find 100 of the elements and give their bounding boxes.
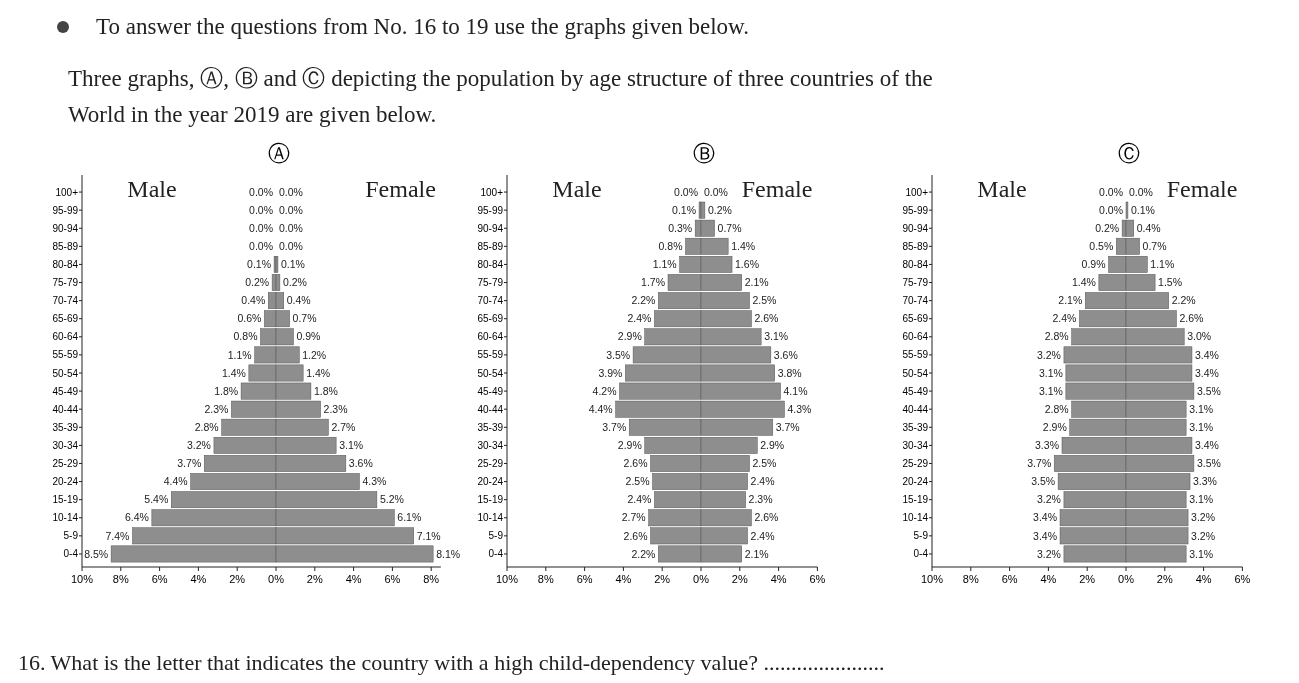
y-tick-label: 80-84: [902, 258, 929, 270]
data-label: 0.1%: [280, 258, 305, 271]
data-label: 8.5%: [84, 547, 109, 560]
data-label: 0.0%: [674, 185, 698, 198]
data-label: 0.2%: [707, 203, 732, 216]
data-label: 3.3%: [1035, 439, 1059, 452]
y-tick-label: 30-34: [477, 439, 504, 451]
data-label: 2.7%: [331, 420, 356, 433]
data-label: 0.4%: [286, 294, 311, 307]
data-label: 0.4%: [241, 294, 266, 307]
data-label: 3.0%: [1187, 330, 1212, 343]
data-label: 2.8%: [1044, 402, 1069, 415]
x-tick-label: 4%: [770, 573, 787, 585]
y-tick-label: 0-4: [488, 548, 504, 560]
data-label: 3.2%: [1036, 348, 1061, 361]
x-tick-label: 2%: [306, 573, 323, 585]
data-label: 2.1%: [744, 276, 769, 289]
data-label: 1.4%: [1071, 276, 1096, 289]
data-label: 3.1%: [1189, 493, 1214, 506]
y-tick-label: 35-39: [902, 421, 929, 433]
data-label: 1.4%: [731, 240, 756, 253]
y-tick-label: 75-79: [477, 277, 504, 289]
data-label: 2.6%: [754, 511, 779, 524]
data-label: 2.4%: [1052, 312, 1077, 325]
y-tick-label: 5-9: [488, 530, 504, 542]
data-label: 3.1%: [1038, 366, 1063, 379]
text: 16. What is the letter that indicates the country with a high child-dependency value? ......................: [18, 650, 885, 675]
y-tick-label: 95-99: [52, 204, 79, 216]
y-tick-label: 40-44: [902, 403, 929, 415]
chart-title: Female: [741, 176, 813, 202]
data-label: 1.8%: [214, 384, 239, 397]
data-label: 1.7%: [641, 276, 666, 289]
data-label: 1.2%: [302, 348, 327, 361]
y-tick-label: 55-59: [477, 349, 504, 361]
x-tick-label: 10%: [70, 573, 94, 585]
y-tick-label: 15-19: [477, 494, 504, 506]
data-label: 3.4%: [1194, 366, 1219, 379]
x-tick-label: 4%: [1040, 573, 1057, 585]
y-tick-label: 20-24: [902, 476, 929, 488]
data-label: 2.1%: [744, 547, 769, 560]
data-label: 3.5%: [1196, 457, 1221, 470]
data-label: 0.9%: [296, 330, 321, 343]
text: To answer the questions from No. 16 to 19 use the graphs given below.: [96, 14, 749, 39]
data-label: 3.1%: [1189, 402, 1214, 415]
data-label: 2.3%: [748, 493, 773, 506]
data-label: 3.9%: [598, 366, 623, 379]
y-tick-label: 60-64: [52, 331, 79, 343]
data-label: 2.6%: [1179, 312, 1204, 325]
y-tick-label: 45-49: [902, 385, 929, 397]
data-label: 0.0%: [1129, 185, 1153, 198]
data-label: 2.4%: [627, 312, 652, 325]
data-label: 1.4%: [306, 366, 331, 379]
y-tick-label: 75-79: [902, 277, 929, 289]
data-label: 3.1%: [764, 330, 789, 343]
y-tick-label: 80-84: [477, 258, 504, 270]
y-tick-label: 50-54: [477, 367, 504, 379]
data-label: 3.2%: [1036, 547, 1061, 560]
y-tick-label: 75-79: [52, 277, 79, 289]
data-label: 0.5%: [1089, 240, 1114, 253]
data-label: 2.9%: [760, 439, 785, 452]
data-label: 3.4%: [1033, 511, 1058, 524]
data-label: 3.1%: [1038, 384, 1063, 397]
y-tick-label: 20-24: [52, 476, 79, 488]
data-label: 0.0%: [279, 221, 303, 234]
data-label: 3.5%: [1196, 384, 1221, 397]
data-label: 3.1%: [1189, 420, 1214, 433]
data-label: 1.1%: [227, 348, 252, 361]
y-tick-label: 15-19: [902, 494, 929, 506]
y-tick-label: 10-14: [477, 512, 504, 524]
data-label: 3.4%: [1194, 439, 1219, 452]
x-tick-label: 4%: [190, 573, 207, 585]
data-label: 0.8%: [658, 240, 683, 253]
y-tick-label: 50-54: [52, 367, 79, 379]
y-tick-label: 5-9: [913, 530, 929, 542]
y-tick-label: 25-29: [902, 457, 929, 469]
y-tick-label: 65-69: [902, 313, 929, 325]
x-tick-label: 2%: [731, 573, 748, 585]
data-label: 3.4%: [1033, 529, 1058, 542]
data-label: 2.1%: [1058, 294, 1083, 307]
y-tick-label: 100+: [480, 186, 504, 198]
y-tick-label: 30-34: [902, 439, 929, 451]
y-tick-label: 0-4: [913, 548, 929, 560]
y-tick-label: 10-14: [52, 512, 79, 524]
y-tick-label: 20-24: [477, 476, 504, 488]
data-label: 1.5%: [1158, 276, 1183, 289]
x-tick-label: 8%: [537, 573, 554, 585]
x-tick-label: 2%: [229, 573, 246, 585]
data-label: 2.6%: [623, 529, 648, 542]
data-label: 3.6%: [773, 348, 798, 361]
y-tick-label: 70-74: [902, 295, 929, 307]
y-tick-label: 100+: [905, 186, 929, 198]
data-label: 3.1%: [339, 439, 364, 452]
data-label: 0.2%: [1095, 221, 1120, 234]
data-label: 4.4%: [588, 402, 613, 415]
data-label: 1.4%: [221, 366, 246, 379]
y-tick-label: 90-94: [52, 222, 79, 234]
x-tick-label: 6%: [809, 573, 826, 585]
text: Ⓐ: [268, 141, 290, 166]
x-tick-label: 10%: [495, 573, 519, 585]
data-label: 1.6%: [735, 258, 759, 271]
